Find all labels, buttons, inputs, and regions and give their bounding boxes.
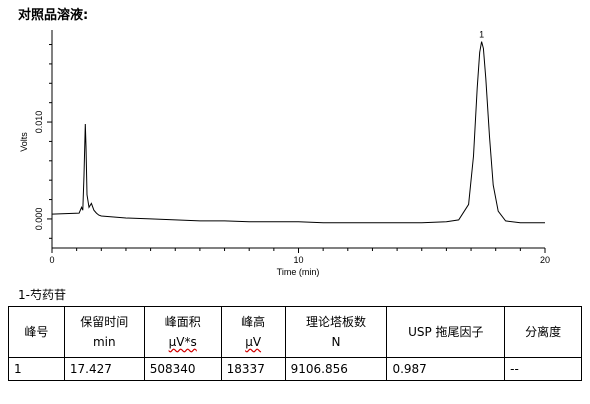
header-peak-height: 峰高 μV [220,306,286,358]
header-label: USP 拖尾因子 [408,325,484,339]
chromatogram-trace [51,41,545,224]
table-row: 1 17.427 508340 18337 9106.856 0.987 -- [8,357,582,381]
chromatogram-chart: 0 10 20 0.000 0.010 1 Time (min) Volts [19,30,550,277]
header-resolution: 分离度 [504,306,582,358]
cell-resolution: -- [504,357,582,381]
x-tick-label: 20 [540,255,550,265]
cell-peak-height: 18337 [220,357,286,381]
header-usp-tailing: USP 拖尾因子 [386,306,506,358]
table-header-row: 峰号 保留时间 min 峰面积 μV*s 峰高 μV 理论塔板数 N USP 拖尾因子 … [8,306,582,358]
cell-peak-area: 508340 [143,357,222,381]
header-peak-area: 峰面积 μV*s [143,306,222,358]
header-label: 理论塔板数 [306,315,367,329]
header-retention-time: 保留时间 min [63,306,145,358]
header-label: 分离度 [525,325,562,339]
header-label: 峰号 [24,325,49,339]
chart-ticks: 0 10 20 0.000 0.010 [34,44,550,265]
y-axis-label: Volts [19,132,29,152]
cell-theoretical-plates: 9106.856 [284,357,388,381]
cell-usp-tailing: 0.987 [386,357,506,381]
compound-label: 1-芍药苷 [18,288,66,302]
header-peak-number: 峰号 [8,306,65,358]
chart-axes [51,30,545,249]
header-label: 保留时间 [80,315,129,329]
peak-annotations: 1 [479,30,484,40]
peak-label: 1 [479,30,484,40]
cell-retention-time: 17.427 [63,357,145,381]
x-tick-label: 10 [293,255,303,265]
page-title: 对照品溶液: [18,8,89,23]
header-theoretical-plates: 理论塔板数 N [284,306,388,358]
results-table: 峰号 保留时间 min 峰面积 μV*s 峰高 μV 理论塔板数 N USP 拖尾因子 … [8,306,582,381]
y-tick-label: 0.010 [34,111,44,134]
cell-peak-number: 1 [8,357,65,381]
header-label: 峰高 [241,315,266,329]
x-tick-label: 0 [49,255,54,265]
x-axis-label: Time (min) [277,267,320,277]
header-unit: N [331,335,341,349]
header-label: 峰面积 [164,315,201,329]
header-unit: μV [245,335,262,349]
header-unit: μV*s [168,335,197,349]
y-tick-label: 0.000 [34,208,44,231]
header-unit: min [92,335,116,349]
